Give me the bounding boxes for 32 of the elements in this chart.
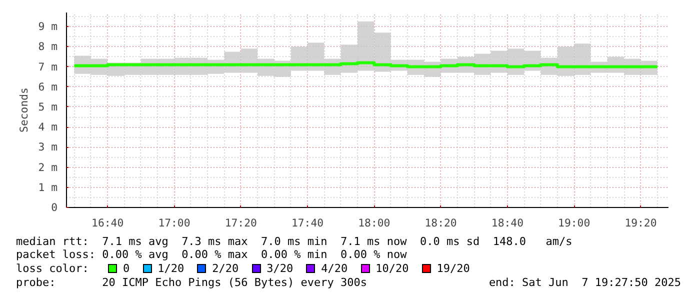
- x-tick-label: 18:00: [358, 216, 390, 230]
- y-tick-label: 8 m: [38, 40, 58, 54]
- text: median rtt: 7.1 ms avg 7.3 ms max 7.0 ms min 7.1 ms now 0.0 ms sd 148.0 am/s: [16, 235, 572, 248]
- x-tick-label: 17:00: [158, 216, 190, 230]
- legend-label: 2/20: [212, 262, 239, 275]
- y-tick-label: 0: [51, 201, 58, 214]
- legend-label: 3/20: [266, 262, 294, 275]
- y-axis-title: Seconds: [17, 88, 30, 132]
- y-tick-label: 5 m: [38, 100, 58, 114]
- legend-label: 1/20: [158, 262, 184, 275]
- x-tick-label: 18:20: [424, 216, 457, 230]
- y-tick-label: 7 m: [38, 60, 58, 74]
- x-tick-label: 19:20: [624, 216, 657, 230]
- y-tick-label: 6 m: [38, 80, 58, 94]
- y-tick-label: 2 m: [38, 160, 58, 174]
- y-tick-label: 4 m: [38, 120, 58, 134]
- x-tick-label: 17:20: [224, 216, 257, 230]
- text: probe: 20 ICMP Echo Pings (56 Bytes) every 300s: [16, 276, 367, 289]
- y-tick-label: 1 m: [38, 180, 58, 194]
- x-tick-label: 19:00: [558, 216, 590, 230]
- legend-label: 19/20: [436, 262, 470, 275]
- legend-label: 10/20: [376, 262, 409, 275]
- x-tick-label: 18:40: [491, 216, 524, 230]
- y-tick-label: 9 m: [38, 20, 58, 34]
- x-tick-label: 17:40: [291, 216, 324, 230]
- text: end: Sat Jun 7 19:27:50 2025: [488, 276, 681, 289]
- legend-label: 4/20: [321, 262, 348, 275]
- x-tick-label: 16:40: [92, 216, 124, 230]
- legend-title: loss color:: [16, 262, 89, 275]
- y-tick-label: 3 m: [38, 140, 58, 154]
- legend-label: 0: [123, 262, 130, 275]
- text: packet loss: 0.00 % avg 0.00 % max 0.00 % min 0.00 % now: [16, 248, 407, 261]
